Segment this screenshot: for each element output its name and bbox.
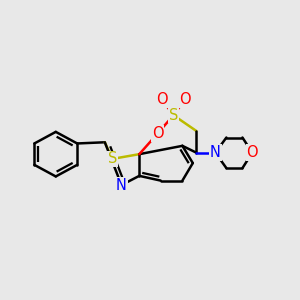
- Text: O: O: [179, 92, 190, 107]
- Text: S: S: [169, 108, 178, 123]
- Text: S: S: [108, 152, 117, 166]
- Text: N: N: [210, 145, 221, 160]
- Text: N: N: [116, 178, 127, 193]
- Text: O: O: [246, 145, 258, 160]
- Text: O: O: [152, 126, 164, 141]
- Text: O: O: [156, 92, 168, 107]
